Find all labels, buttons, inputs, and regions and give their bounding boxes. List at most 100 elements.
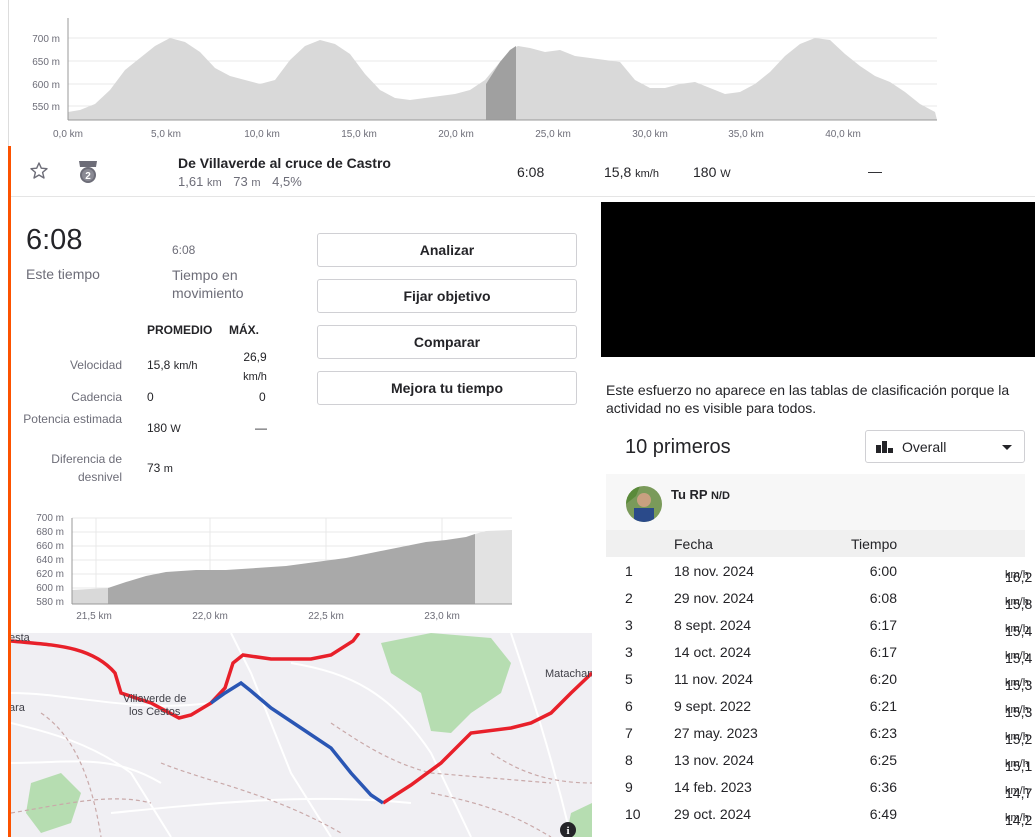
row-date[interactable]: 18 nov. 2024 <box>674 563 754 579</box>
segment-extra: — <box>868 163 882 179</box>
x-tick-label: 20,0 km <box>438 129 474 140</box>
stat-max-speed-value: 26,9 <box>243 350 267 364</box>
route-line <box>382 671 592 805</box>
row-speed-value: 15,8 <box>1005 596 1033 612</box>
avatar[interactable] <box>626 486 662 522</box>
y-tick-label: 600 m <box>32 80 60 91</box>
stat-label-cadence: Cadencia <box>71 390 122 404</box>
y-tick-label: 650 m <box>32 57 60 68</box>
bar-chart-icon <box>876 440 893 453</box>
row-time: 6:36 <box>869 779 897 795</box>
row-time: 6:23 <box>869 725 897 741</box>
analyze-button[interactable]: Analizar <box>317 233 577 267</box>
leaderboard-row[interactable]: 2 29 nov. 2024 6:08 15,8 km/h <box>606 584 1032 612</box>
x-tick-label: 5,0 km <box>151 129 181 140</box>
medal-number: 2 <box>85 171 91 182</box>
y-tick-label: 640 m <box>36 555 64 566</box>
leaderboard-row[interactable]: 9 14 feb. 2023 6:36 14,7 km/h <box>606 773 1032 801</box>
effort-time: 6:08 <box>26 224 83 256</box>
row-date[interactable]: 27 may. 2023 <box>674 725 758 741</box>
leaderboard-notice: Este esfuerzo no aparece en las tablas d… <box>606 382 1010 416</box>
row-date[interactable]: 14 oct. 2024 <box>674 644 752 660</box>
leaderboard-row[interactable]: 6 9 sept. 2022 6:21 15,3 km/h <box>606 692 1032 720</box>
leaderboard-row[interactable]: 8 13 nov. 2024 6:25 15,1 km/h <box>606 746 1032 774</box>
row-speed-unit: km/h <box>1005 812 1029 824</box>
segment-speed-value: 15,8 <box>604 164 632 180</box>
stat-max-cadence: 0 <box>259 390 266 404</box>
star-icon[interactable] <box>29 161 49 181</box>
elevation-profile-chart[interactable]: 700 m 650 m 600 m 550 m 0,0 km 5,0 km 10… <box>0 0 1035 146</box>
col-date-header: Fecha <box>674 536 713 552</box>
x-tick-label: 40,0 km <box>825 129 861 140</box>
row-speed-value: 15,3 <box>1005 704 1033 720</box>
row-rank: 5 <box>625 671 633 687</box>
x-tick-label: 21,5 km <box>76 611 112 622</box>
x-tick-label: 25,0 km <box>535 129 571 140</box>
row-speed-value: 15,4 <box>1005 650 1033 666</box>
row-speed-unit: km/h <box>1005 677 1029 689</box>
effort-time-label: Este tiempo <box>26 266 100 282</box>
row-time: 6:08 <box>869 590 897 606</box>
pre-segment-area <box>72 588 108 604</box>
row-rank: 1 <box>625 563 633 579</box>
row-date[interactable]: 14 feb. 2023 <box>674 779 752 795</box>
segment-elev: 73 <box>233 174 248 189</box>
stat-avg-speed-value: 15,8 <box>147 358 171 372</box>
segment-power-unit: W <box>720 168 731 180</box>
row-time: 6:20 <box>869 671 897 687</box>
row-date[interactable]: 8 sept. 2024 <box>674 617 752 633</box>
compare-button[interactable]: Comparar <box>317 325 577 359</box>
leaderboard-filter-select[interactable]: Overall <box>865 430 1025 463</box>
row-speed-unit: km/h <box>1005 731 1029 743</box>
leaderboard-row[interactable]: 7 27 may. 2023 6:23 15,2 km/h <box>606 719 1032 747</box>
row-date[interactable]: 9 sept. 2022 <box>674 698 752 714</box>
stat-label-speed: Velocidad <box>69 358 122 372</box>
segment-name-link[interactable]: De Villaverde al cruce de Castro <box>178 155 391 171</box>
y-tick-label: 580 m <box>36 597 64 608</box>
improve-time-button[interactable]: Mejora tu tiempo <box>317 371 577 405</box>
info-icon[interactable]: i <box>560 822 576 837</box>
row-speed-unit: km/h <box>1005 650 1029 662</box>
your-pr-box <box>606 474 1025 530</box>
segment-speed-unit: km/h <box>635 168 659 180</box>
leaderboard-row[interactable]: 1 18 nov. 2024 6:00 16,2 km/h <box>606 557 1032 585</box>
map-place-label: Matachan <box>545 668 592 680</box>
set-goal-button[interactable]: Fijar objetivo <box>317 279 577 313</box>
x-tick-label: 22,0 km <box>192 611 228 622</box>
y-tick-label: 700 m <box>32 34 60 45</box>
row-date[interactable]: 29 oct. 2024 <box>674 806 752 822</box>
left-border <box>8 0 9 146</box>
row-rank: 8 <box>625 752 633 768</box>
row-speed-unit: km/h <box>1005 596 1029 608</box>
row-speed-value: 15,1 <box>1005 758 1033 774</box>
y-tick-label: 550 m <box>32 102 60 113</box>
map-minor-roads <box>11 633 572 837</box>
row-rank: 2 <box>625 590 633 606</box>
row-date[interactable]: 13 nov. 2024 <box>674 752 754 768</box>
row-date[interactable]: 29 nov. 2024 <box>674 590 754 606</box>
y-tick-label: 660 m <box>36 541 64 552</box>
route-map[interactable]: Villaverde de los Cestos Matachan esta a… <box>11 633 592 837</box>
stat-avg-speed: 15,8 km/h <box>147 358 198 372</box>
row-rank: 7 <box>625 725 633 741</box>
leaderboard-row[interactable]: 3 14 oct. 2024 6:17 15,4 km/h <box>606 638 1032 666</box>
segment-row[interactable]: 2 De Villaverde al cruce de Castro 1,61 … <box>11 146 1035 197</box>
row-date[interactable]: 11 nov. 2024 <box>674 671 753 687</box>
avg-header: PROMEDIO <box>147 323 213 337</box>
video-player[interactable] <box>601 202 1035 357</box>
row-speed-value: 15,4 <box>1005 623 1033 639</box>
leaderboard-row[interactable]: 3 8 sept. 2024 6:17 15,4 km/h <box>606 611 1032 639</box>
x-tick-label: 30,0 km <box>632 129 668 140</box>
chevron-down-icon <box>1002 445 1012 450</box>
row-rank: 6 <box>625 698 633 714</box>
svg-text:i: i <box>566 825 569 837</box>
leaderboard-row[interactable]: 10 29 oct. 2024 6:49 14,2 km/h <box>606 800 1032 828</box>
row-time: 6:17 <box>869 644 897 660</box>
stat-label-elev-diff: Diferencia de desnivel <box>51 452 122 484</box>
segment-elevation-chart[interactable]: 700 m 680 m 660 m 640 m 620 m 600 m 580 … <box>26 510 518 625</box>
row-rank: 3 <box>625 644 633 660</box>
your-pr-label: Tu RP N/D <box>671 487 730 502</box>
leaderboard-row[interactable]: 5 11 nov. 2024 6:20 15,3 km/h <box>606 665 1032 693</box>
medal-icon: 2 <box>79 161 97 183</box>
x-tick-label: 35,0 km <box>728 129 764 140</box>
